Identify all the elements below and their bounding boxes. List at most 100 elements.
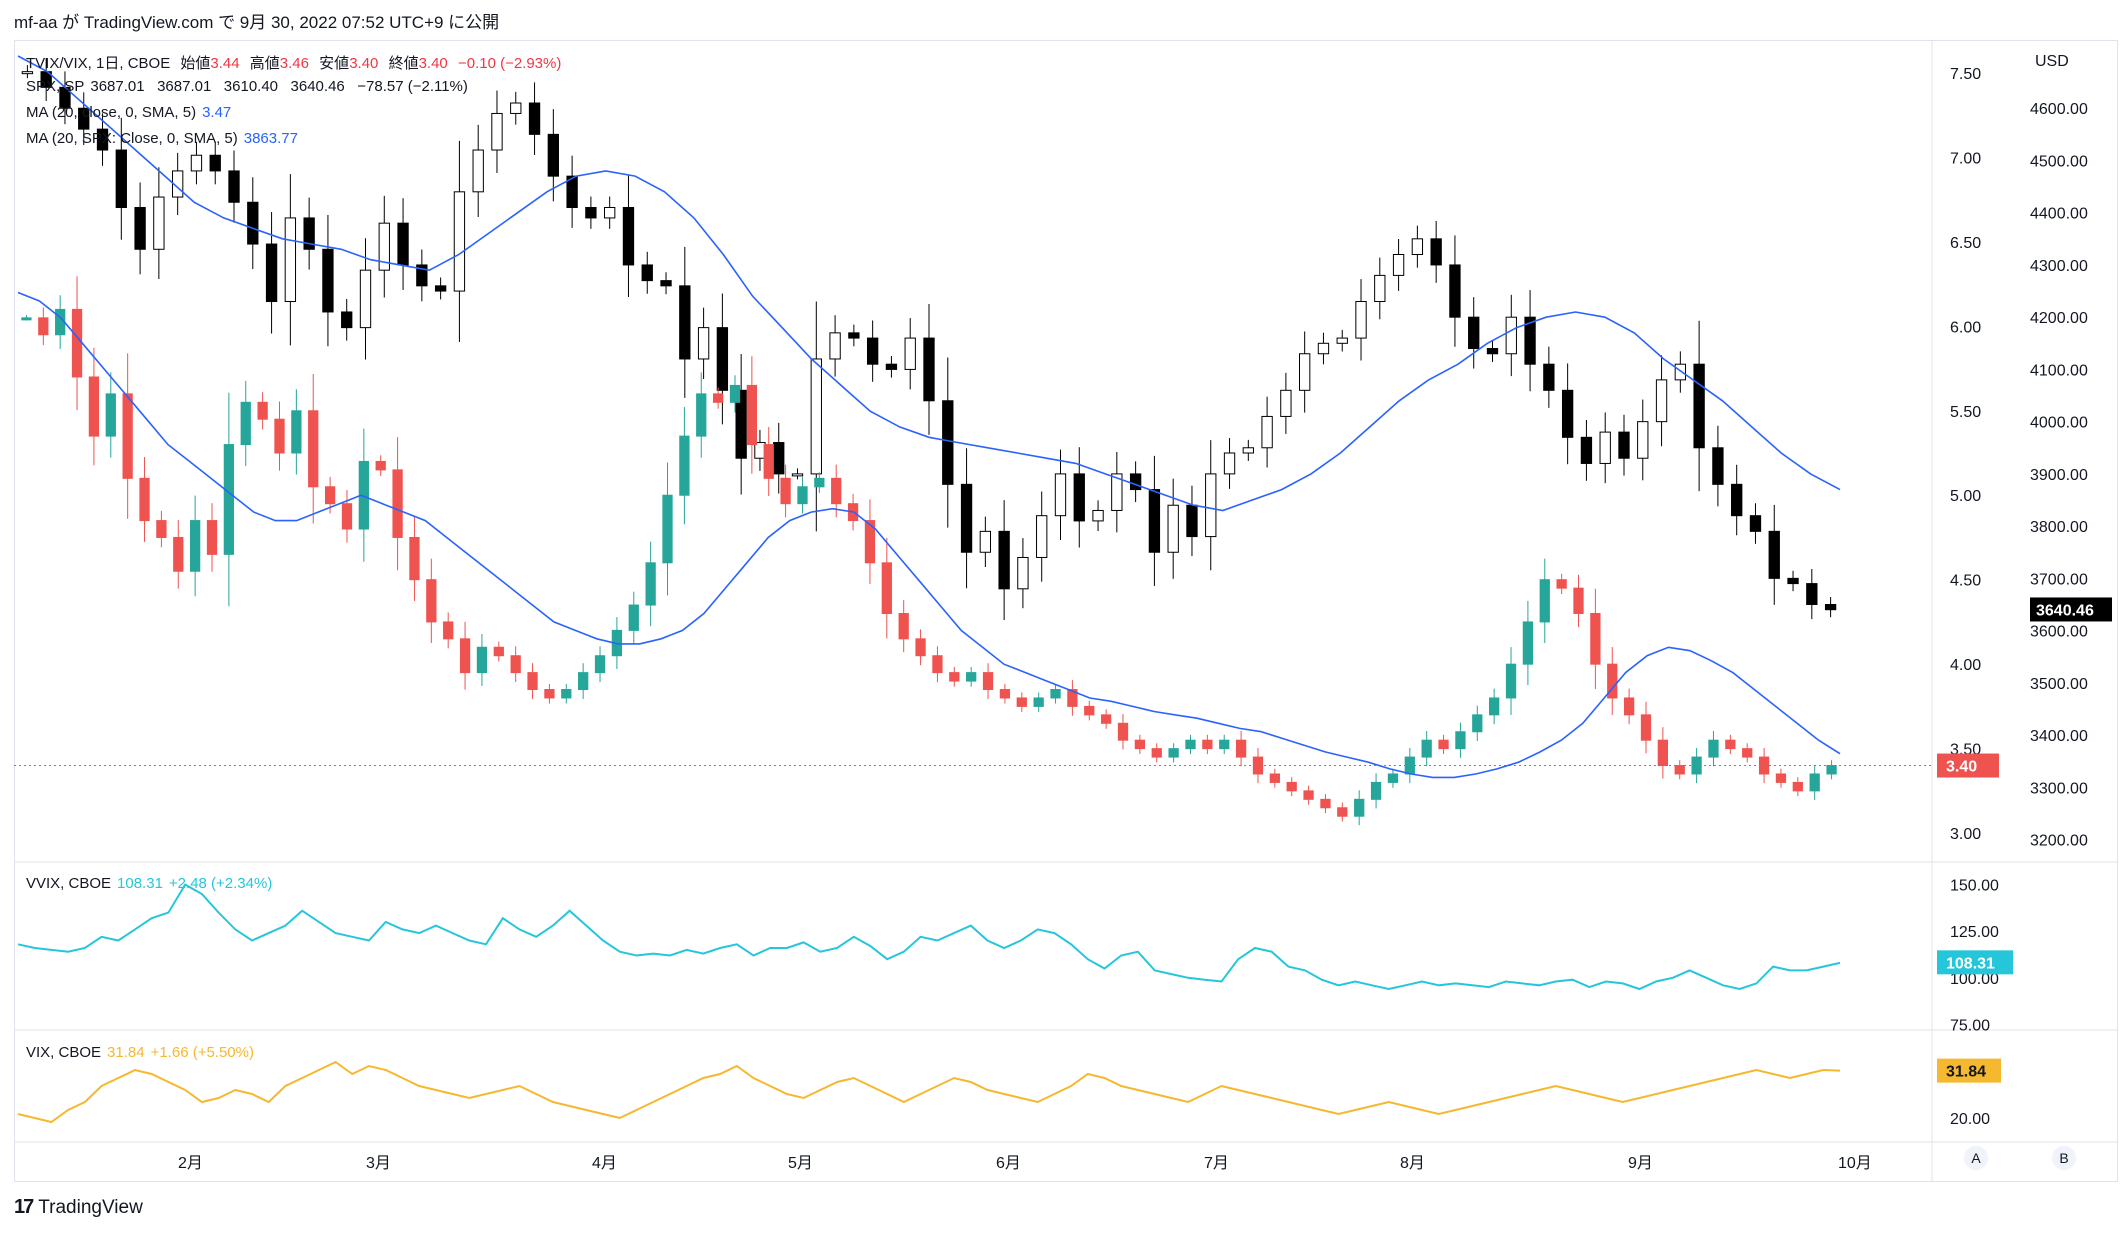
spx-candle [1392,254,1405,276]
tvix-vix-candle [1134,739,1146,750]
tvix-vix-candle [240,401,251,446]
tvix-vix-candle [1354,798,1365,817]
spx-candle [528,102,541,135]
spx-candle [866,337,879,365]
spx-candle [397,222,409,266]
spx-candle [1355,301,1367,339]
spx-candle [998,530,1010,590]
right-axis-tick: 6.00 [1950,319,1981,336]
spx-candle [1111,473,1123,511]
usd-axis-tick: 4500.00 [2030,153,2088,170]
spx-candle [472,149,484,193]
tvix-vix-candle [1809,773,1820,792]
spx-candle [1374,274,1386,303]
spx-candle [1712,447,1724,485]
vvix-axis-tick: 125.00 [1950,924,1999,941]
spx-candle [1411,238,1424,256]
spx-candle [1787,577,1799,585]
footer: 17 TradingView [14,1196,143,1219]
spx-candle [378,222,390,271]
spx-ma-line [17,55,1841,512]
time-axis-month: 9月 [1628,1155,1653,1172]
spx-candle [1148,489,1161,553]
tvix-vix-candle [459,638,471,674]
right-axis-tick: 4.50 [1950,573,1981,590]
tvix-vix-candle [38,317,49,336]
low-label: 安値 [319,55,350,72]
vvix-tag-bg [1937,950,2013,975]
tvix-vix-candle [257,401,268,420]
spx-candle [679,285,691,360]
spx-candle [1693,363,1705,449]
spx-candle [1073,473,1085,522]
spx-candle [359,269,372,329]
tvix-vix-candle [949,672,960,682]
spx-candle [885,363,898,370]
spx-candle [735,389,747,459]
spx-candle [1261,415,1273,449]
spx-candle [1486,348,1499,355]
spx-candle [1580,436,1593,464]
tvix-vix-candle [1623,697,1635,716]
tvix-vix-candle [1286,781,1297,792]
spx-price-tag: 3640.46 [2036,602,2094,619]
tvix-vix-candle [1573,587,1584,614]
tvix-vix-candle [729,384,741,403]
spx-candle [1317,342,1330,355]
tvix-vix-candle [206,520,218,555]
tvix-vix-candle [1067,689,1078,707]
ma1-label: MA (20, close, 0, SMA, 5) [26,104,197,121]
vvix-label: VVIX, CBOE [26,875,112,892]
tvix-vix-candle [544,689,555,699]
b-button[interactable]: B [2052,1146,2076,1170]
vix-change: +1.66 (+5.50%) [150,1044,254,1061]
tvix-vix-candle [1758,756,1770,775]
tvix-vix-candle [645,562,656,606]
spx-candle [904,337,916,370]
usd-axis-tick: 4600.00 [2030,101,2088,118]
tvix-vix-candle [1404,756,1415,775]
time-axis-month: 3月 [366,1155,391,1172]
right-axis-tick: 7.00 [1950,150,1981,167]
tvix-vix-candle [392,469,403,538]
tvix-vix-candle [1438,739,1449,750]
tvix-vix-candle [105,393,116,437]
spx-candle [979,530,992,553]
spx-candle [829,332,841,360]
usd-axis-tick: 3300.00 [2030,780,2088,797]
tvix-vix-candle [341,503,353,530]
tvix-vix-candle [1792,781,1803,792]
spx-candle [1017,556,1029,590]
high-label: 高値 [249,55,280,72]
tvix-vix-candle [189,520,201,572]
usd-axis-tick: 4400.00 [2030,206,2088,223]
tvix-vix-candle [1370,781,1382,800]
right-axis-tick: 5.50 [1950,404,1981,421]
spx-legend: SPX, SP 3687.01 3687.01 3610.40 3640.46 −… [26,78,474,95]
spx-candle [585,206,597,219]
time-axis-month: 6月 [996,1155,1021,1172]
tvix-vix-candle [1100,714,1112,724]
spx-candle [1731,483,1743,517]
spx-candle [1524,316,1536,365]
tvix-vix-candle [696,393,707,437]
tvix-vix-candle [1674,765,1685,775]
tvix-vix-candle [1303,790,1314,800]
spx-candle [660,280,672,287]
tradingview-logo-icon: 17 [14,1196,34,1218]
tvix-vix-candle [1455,731,1466,750]
right-axis-tick: 3.00 [1950,826,1981,843]
spx-candle [1655,379,1668,423]
auto-scale-button[interactable]: A [1964,1146,1988,1170]
spx-candle [134,206,146,250]
spx-candle [1618,431,1630,459]
vvix-axis-tick: 100.00 [1950,971,1999,988]
spx-candle [1674,363,1687,381]
tvix-vix-candle [88,376,100,437]
footer-brand: TradingView [38,1196,143,1218]
tvix-vix-candle [1505,663,1517,699]
tvix-vix-candle [561,689,572,699]
usd-axis-tick: 3500.00 [2030,676,2088,693]
tvix-vix-candle [1522,621,1534,665]
